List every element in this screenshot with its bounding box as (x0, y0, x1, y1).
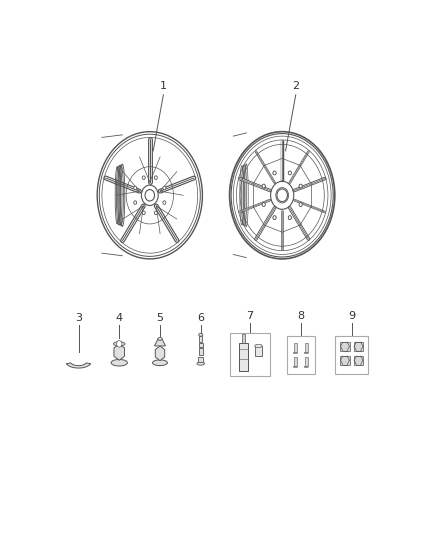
Bar (198, 348, 203, 356)
Circle shape (273, 171, 276, 175)
Text: 4: 4 (116, 313, 123, 324)
Bar (336, 336, 368, 374)
Circle shape (142, 176, 145, 180)
Bar (199, 343, 203, 347)
Bar (354, 342, 363, 351)
Circle shape (117, 341, 122, 347)
Circle shape (299, 184, 302, 188)
Text: 3: 3 (75, 313, 82, 324)
Polygon shape (155, 346, 165, 361)
Text: 5: 5 (156, 313, 163, 324)
Text: 9: 9 (348, 311, 355, 321)
Circle shape (262, 184, 265, 188)
Text: 7: 7 (246, 311, 254, 321)
Circle shape (154, 176, 157, 180)
Circle shape (154, 211, 157, 215)
Ellipse shape (113, 342, 125, 346)
Ellipse shape (293, 366, 297, 368)
Bar (254, 346, 262, 356)
Bar (305, 343, 307, 352)
Bar (286, 336, 315, 374)
Ellipse shape (111, 359, 127, 366)
Ellipse shape (152, 360, 167, 366)
Polygon shape (67, 363, 91, 368)
Circle shape (262, 203, 265, 206)
Circle shape (142, 211, 145, 215)
Circle shape (288, 216, 291, 220)
Ellipse shape (304, 352, 308, 354)
Bar (354, 356, 363, 365)
Ellipse shape (199, 334, 203, 336)
Ellipse shape (304, 366, 308, 368)
Circle shape (163, 186, 166, 190)
Bar (199, 336, 202, 342)
Bar (340, 342, 350, 351)
Ellipse shape (254, 344, 262, 348)
Polygon shape (155, 339, 166, 346)
Text: 2: 2 (292, 80, 299, 91)
Circle shape (277, 189, 287, 201)
Ellipse shape (158, 337, 162, 341)
Text: 1: 1 (160, 80, 167, 91)
Bar (240, 343, 248, 371)
Bar (294, 343, 297, 352)
Ellipse shape (293, 352, 297, 354)
Circle shape (273, 216, 276, 220)
Text: 6: 6 (197, 313, 204, 324)
Bar (230, 333, 270, 376)
Circle shape (299, 203, 302, 206)
Ellipse shape (197, 362, 205, 365)
Circle shape (288, 171, 291, 175)
Bar (340, 356, 350, 365)
Circle shape (163, 201, 166, 204)
Circle shape (134, 186, 137, 190)
Text: 8: 8 (297, 311, 304, 321)
Bar (294, 357, 297, 366)
Bar (305, 357, 307, 366)
Polygon shape (114, 344, 124, 360)
Circle shape (145, 190, 155, 201)
Bar (198, 357, 203, 361)
Bar (243, 334, 245, 343)
Circle shape (134, 201, 137, 204)
